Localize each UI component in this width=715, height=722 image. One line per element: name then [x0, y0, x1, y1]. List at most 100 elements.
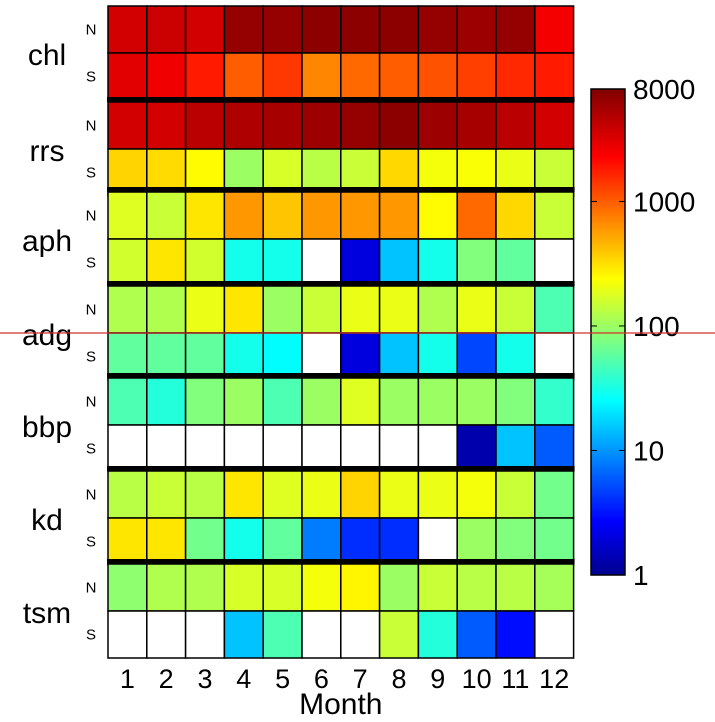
row-label-rrs-S: S [86, 165, 96, 182]
heatmap-cell-aph-S-7 [340, 238, 381, 287]
heatmap-cell-chl-S-9 [417, 52, 458, 101]
heatmap-cell-tsm-S-10 [456, 610, 497, 659]
heatmap-cell-tsm-S-12 [534, 610, 575, 659]
heatmap-cell-bbp-N-7 [340, 377, 381, 426]
group-label-adg: adg [22, 319, 72, 352]
heatmap-cell-aph-S-5 [262, 238, 303, 287]
colorbar-tick-label: 8000 [633, 74, 695, 105]
heatmap-cell-adg-N-12 [534, 285, 575, 334]
heatmap-cell-tsm-N-3 [184, 563, 226, 612]
heatmap-cell-chl-S-2 [146, 52, 187, 101]
heatmap-cell-aph-N-7 [340, 191, 381, 240]
heatmap-cell-kd-N-3 [184, 470, 226, 519]
heatmap-cell-kd-N-5 [262, 470, 303, 519]
heatmap-cell-chl-S-1 [107, 52, 148, 101]
x-tick-label: 10 [462, 664, 492, 694]
group-separator [107, 373, 575, 378]
group-separator [107, 466, 575, 471]
x-tick-label: 12 [539, 664, 569, 694]
row-label-bbp-S: S [86, 441, 96, 458]
heatmap-cell-adg-S-11 [495, 332, 536, 381]
heatmap-cell-tsm-S-5 [262, 610, 303, 659]
heatmap-cell-kd-S-11 [495, 517, 536, 566]
heatmap-cell-adg-N-6 [301, 285, 342, 334]
heatmap-cell-tsm-N-9 [417, 563, 458, 612]
heatmap-cell-tsm-N-11 [495, 563, 536, 612]
x-tick-labels: 1 2 3 4 5 6 7 8 9 10 11 12 [120, 664, 569, 694]
group-label-rrs: rrs [30, 135, 65, 168]
heatmap-cell-rrs-N-9 [417, 101, 458, 150]
heatmap-cell-tsm-N-5 [262, 563, 303, 612]
heatmap-cell-rrs-N-11 [495, 101, 536, 150]
row-label-kd-S: S [86, 534, 96, 551]
heatmap-cell-kd-S-9 [417, 517, 458, 566]
colorbar [590, 88, 626, 576]
heatmap-cell-tsm-S-7 [340, 610, 381, 659]
heatmap-cell-kd-S-3 [184, 517, 226, 566]
group-separator [107, 559, 575, 564]
row-label-chl-S: S [86, 69, 96, 86]
heatmap-cell-chl-N-1 [107, 5, 148, 54]
heatmap-cell-bbp-S-1 [107, 424, 148, 473]
x-tick-label: 11 [501, 664, 529, 694]
heatmap-cell-bbp-N-1 [107, 377, 148, 426]
heatmap-cell-tsm-N-12 [534, 563, 575, 612]
heatmap-cell-kd-N-8 [378, 470, 420, 519]
heatmap-cell-adg-S-10 [456, 332, 497, 381]
heatmap-cell-adg-N-4 [223, 285, 264, 334]
heatmap-cell-chl-N-11 [495, 5, 536, 54]
heatmap-cell-aph-N-6 [301, 191, 342, 240]
heatmap-cell-chl-S-10 [456, 52, 497, 101]
heatmap-cell-aph-S-9 [417, 238, 458, 287]
heatmap-cell-aph-N-4 [223, 191, 264, 240]
colorbar-tick-label: 1000 [633, 186, 695, 217]
x-tick-label: 9 [430, 664, 445, 694]
heatmap-cell-aph-S-4 [223, 238, 264, 287]
heatmap-cell-bbp-N-10 [456, 377, 497, 426]
colorbar-tick-label: 1 [633, 560, 649, 591]
heatmap-cell-aph-S-8 [378, 238, 420, 287]
group-label-bbp: bbp [22, 411, 72, 444]
heatmap-cells [107, 5, 575, 659]
heatmap-cell-aph-N-12 [534, 191, 575, 240]
colorbar-tick-label: 10 [633, 435, 664, 466]
heatmap-cell-bbp-N-4 [223, 377, 264, 426]
heatmap-cell-tsm-N-8 [378, 563, 420, 612]
heatmap-cell-adg-S-6 [301, 332, 342, 381]
heatmap-cell-bbp-S-9 [417, 424, 458, 473]
heatmap-cell-chl-S-12 [534, 52, 575, 101]
group-separator [107, 187, 575, 192]
group-label-chl: chl [28, 39, 66, 72]
heatmap-cell-bbp-S-10 [456, 424, 497, 473]
heatmap-cell-kd-N-2 [146, 470, 187, 519]
heatmap-cell-rrs-N-7 [340, 101, 381, 150]
group-separator [107, 97, 575, 102]
group-label-tsm: tsm [23, 597, 71, 630]
heatmap-cell-aph-S-12 [534, 238, 575, 287]
heatmap-cell-tsm-S-9 [417, 610, 458, 659]
x-tick-label: 1 [120, 664, 135, 694]
heatmap-cell-adg-N-8 [378, 285, 420, 334]
heatmap-cell-aph-S-1 [107, 238, 148, 287]
heatmap-cell-bbp-N-2 [146, 377, 187, 426]
heatmap-cell-rrs-N-10 [456, 101, 497, 150]
heatmap-cell-bbp-N-12 [534, 377, 575, 426]
heatmap-cell-adg-S-4 [223, 332, 264, 381]
colorbar-ticks: 1 10 100 1000 8000 [591, 74, 695, 591]
row-label-chl-N: N [86, 22, 97, 39]
heatmap-cell-chl-N-12 [534, 5, 575, 54]
x-tick-label: 8 [391, 664, 406, 694]
row-label-bbp-N: N [86, 394, 97, 411]
heatmap-cell-bbp-S-7 [340, 424, 381, 473]
heatmap-cell-bbp-S-12 [534, 424, 575, 473]
heatmap-cell-rrs-N-5 [262, 101, 303, 150]
heatmap-cell-aph-N-8 [378, 191, 420, 240]
row-label-adg-N: N [86, 302, 97, 319]
heatmap-cell-tsm-S-6 [301, 610, 342, 659]
heatmap-cell-chl-N-9 [417, 5, 458, 54]
heatmap-cell-aph-N-9 [417, 191, 458, 240]
heatmap-cell-aph-S-2 [146, 238, 187, 287]
heatmap-cell-aph-N-5 [262, 191, 303, 240]
heatmap-cell-bbp-N-3 [184, 377, 226, 426]
